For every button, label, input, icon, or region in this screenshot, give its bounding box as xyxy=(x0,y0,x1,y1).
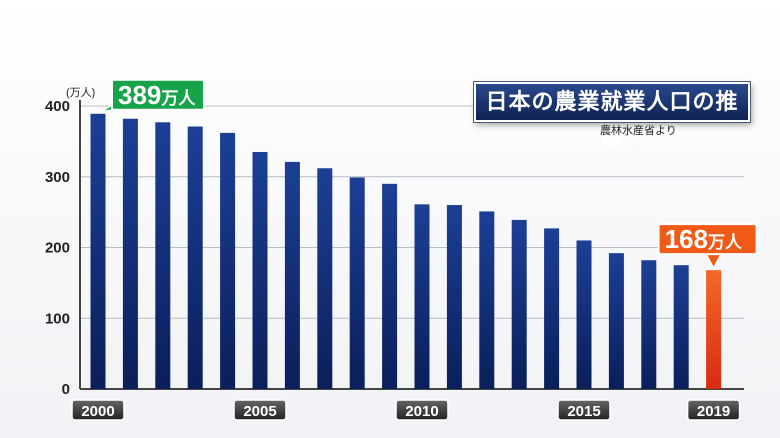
y-axis-unit: (万人) xyxy=(66,86,95,99)
bars xyxy=(90,113,722,390)
x-axis: 2000 2005 2010 2015 2019 xyxy=(71,399,741,421)
x-tick-label: 2019 xyxy=(697,403,730,420)
bar xyxy=(576,240,592,389)
value-callout: 389万人 xyxy=(100,78,205,113)
x-tick-badge xyxy=(686,399,741,421)
x-tick: 2005 xyxy=(233,399,287,421)
callout-unit: 万人 xyxy=(707,233,743,252)
bar xyxy=(382,183,398,389)
y-tick-label: 400 xyxy=(45,98,70,115)
x-tick-label: 2000 xyxy=(81,403,114,420)
callout-value: 168 xyxy=(665,224,708,254)
y-tick-label: 0 xyxy=(62,381,70,398)
callout-box xyxy=(111,78,205,111)
x-tick-badge xyxy=(71,399,125,421)
bar xyxy=(284,161,300,389)
callout-unit: 万人 xyxy=(160,89,196,108)
bar xyxy=(414,204,430,389)
bar xyxy=(187,126,203,389)
x-tick-badge xyxy=(395,399,449,421)
bar xyxy=(479,211,495,389)
bar xyxy=(122,118,138,390)
callout-text: 389万人 xyxy=(118,80,196,110)
x-tick-label: 2005 xyxy=(243,403,276,420)
bar xyxy=(608,253,624,389)
bar xyxy=(155,122,171,390)
x-tick-label: 2010 xyxy=(405,403,438,420)
callout-box xyxy=(657,223,758,256)
bar xyxy=(252,151,268,389)
callout-text: 168万人 xyxy=(665,224,743,254)
bar xyxy=(349,177,365,389)
bar xyxy=(317,168,333,389)
x-tick: 2000 xyxy=(71,399,125,421)
bar xyxy=(706,270,722,389)
bar xyxy=(673,265,689,389)
callout-value: 389 xyxy=(118,80,161,110)
bar xyxy=(511,219,527,389)
x-tick: 2015 xyxy=(557,399,611,421)
bar xyxy=(641,260,657,389)
bar xyxy=(220,132,236,389)
bar xyxy=(544,228,560,389)
y-axis: 0 100 200 300 400 xyxy=(45,98,70,398)
source-note: 農林水産省より xyxy=(600,125,677,137)
y-tick-label: 300 xyxy=(45,169,70,186)
callout-pointer xyxy=(704,252,723,270)
value-callout: 168万人 xyxy=(657,223,758,270)
bar xyxy=(446,205,462,389)
chart-title: 日本の農業就業人口の推移 xyxy=(474,82,750,150)
bar xyxy=(90,113,106,389)
x-tick: 2019 xyxy=(686,399,741,421)
x-tick: 2010 xyxy=(395,399,449,421)
y-tick-label: 100 xyxy=(45,310,70,327)
y-tick-label: 200 xyxy=(45,240,70,257)
x-tick-label: 2015 xyxy=(567,403,600,420)
x-tick-badge xyxy=(557,399,611,421)
x-tick-badge xyxy=(233,399,287,421)
